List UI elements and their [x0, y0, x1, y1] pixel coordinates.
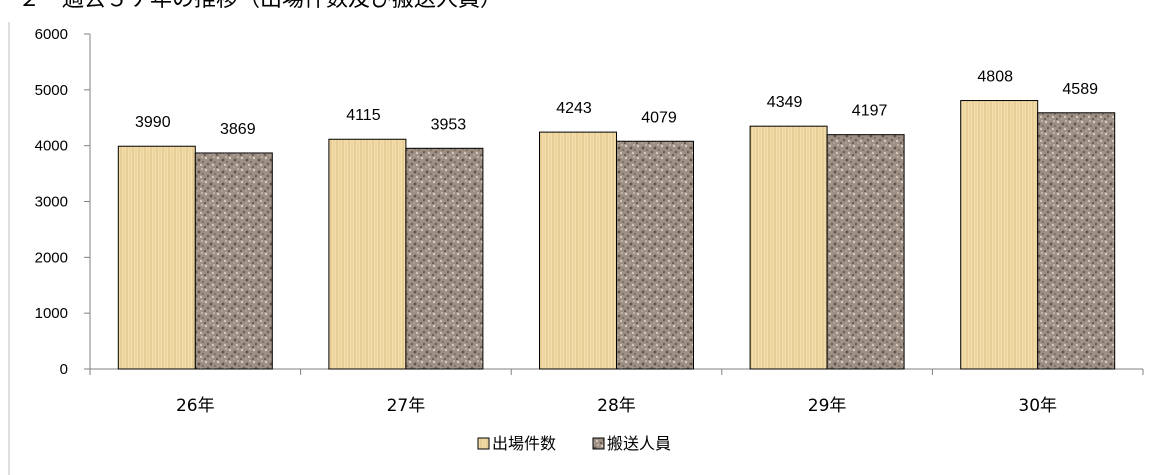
data-label: 4349: [767, 94, 803, 111]
legend-label: 搬送人員: [607, 434, 671, 453]
bar-transported-persons: [616, 140, 694, 370]
legend-swatch: [477, 437, 490, 450]
data-labels-group: 3990 3869 4115 3953 4243 4079 4349 4197 4808 4589: [135, 69, 1098, 138]
y-tick-label: 4000: [35, 138, 68, 155]
data-label: 4079: [641, 109, 677, 126]
data-label: 3990: [135, 114, 171, 131]
bar-dispatch-count: [749, 125, 828, 370]
x-tick-label: 29年: [808, 396, 847, 416]
bars-group: [117, 100, 1116, 370]
y-axis: 0 1000 2000 3000 4000 5000 6000: [35, 26, 91, 378]
x-tick-label: 28年: [597, 396, 636, 416]
x-tick-label: 30年: [1018, 396, 1057, 416]
y-tick-label: 0: [60, 361, 68, 378]
data-label: 4115: [346, 107, 381, 124]
y-tick-label: 6000: [35, 26, 68, 43]
bar-transported-persons: [1037, 112, 1116, 370]
bar-dispatch-count: [117, 145, 196, 370]
bar-dispatch-count: [539, 131, 617, 370]
bar-transported-persons: [826, 134, 905, 370]
x-tick-label: 26年: [176, 396, 215, 416]
data-label: 4243: [556, 100, 592, 117]
data-label: 4589: [1062, 81, 1098, 98]
bar-transported-persons: [194, 152, 273, 370]
y-tick-label: 3000: [35, 194, 68, 211]
legend-label: 出場件数: [492, 434, 556, 453]
bar-dispatch-count: [960, 100, 1039, 370]
x-axis: 26年 27年 28年 29年 30年: [89, 368, 1144, 416]
legend: 出場件数 搬送人員: [477, 434, 671, 453]
data-label: 4197: [852, 103, 888, 120]
chart-title: ２ 過去５ケ年の推移（出場件数及び搬送人員）: [18, 0, 502, 12]
data-label: 3869: [220, 121, 256, 138]
y-tick-label: 2000: [35, 249, 68, 266]
bar-transported-persons: [405, 147, 484, 370]
y-tick-label: 1000: [35, 305, 68, 322]
y-tick-label: 5000: [35, 82, 68, 99]
data-label: 4808: [977, 69, 1013, 86]
bar-dispatch-count: [328, 138, 407, 370]
data-label: 3953: [431, 116, 467, 133]
x-tick-label: 27年: [387, 396, 426, 416]
legend-swatch: [592, 437, 605, 450]
